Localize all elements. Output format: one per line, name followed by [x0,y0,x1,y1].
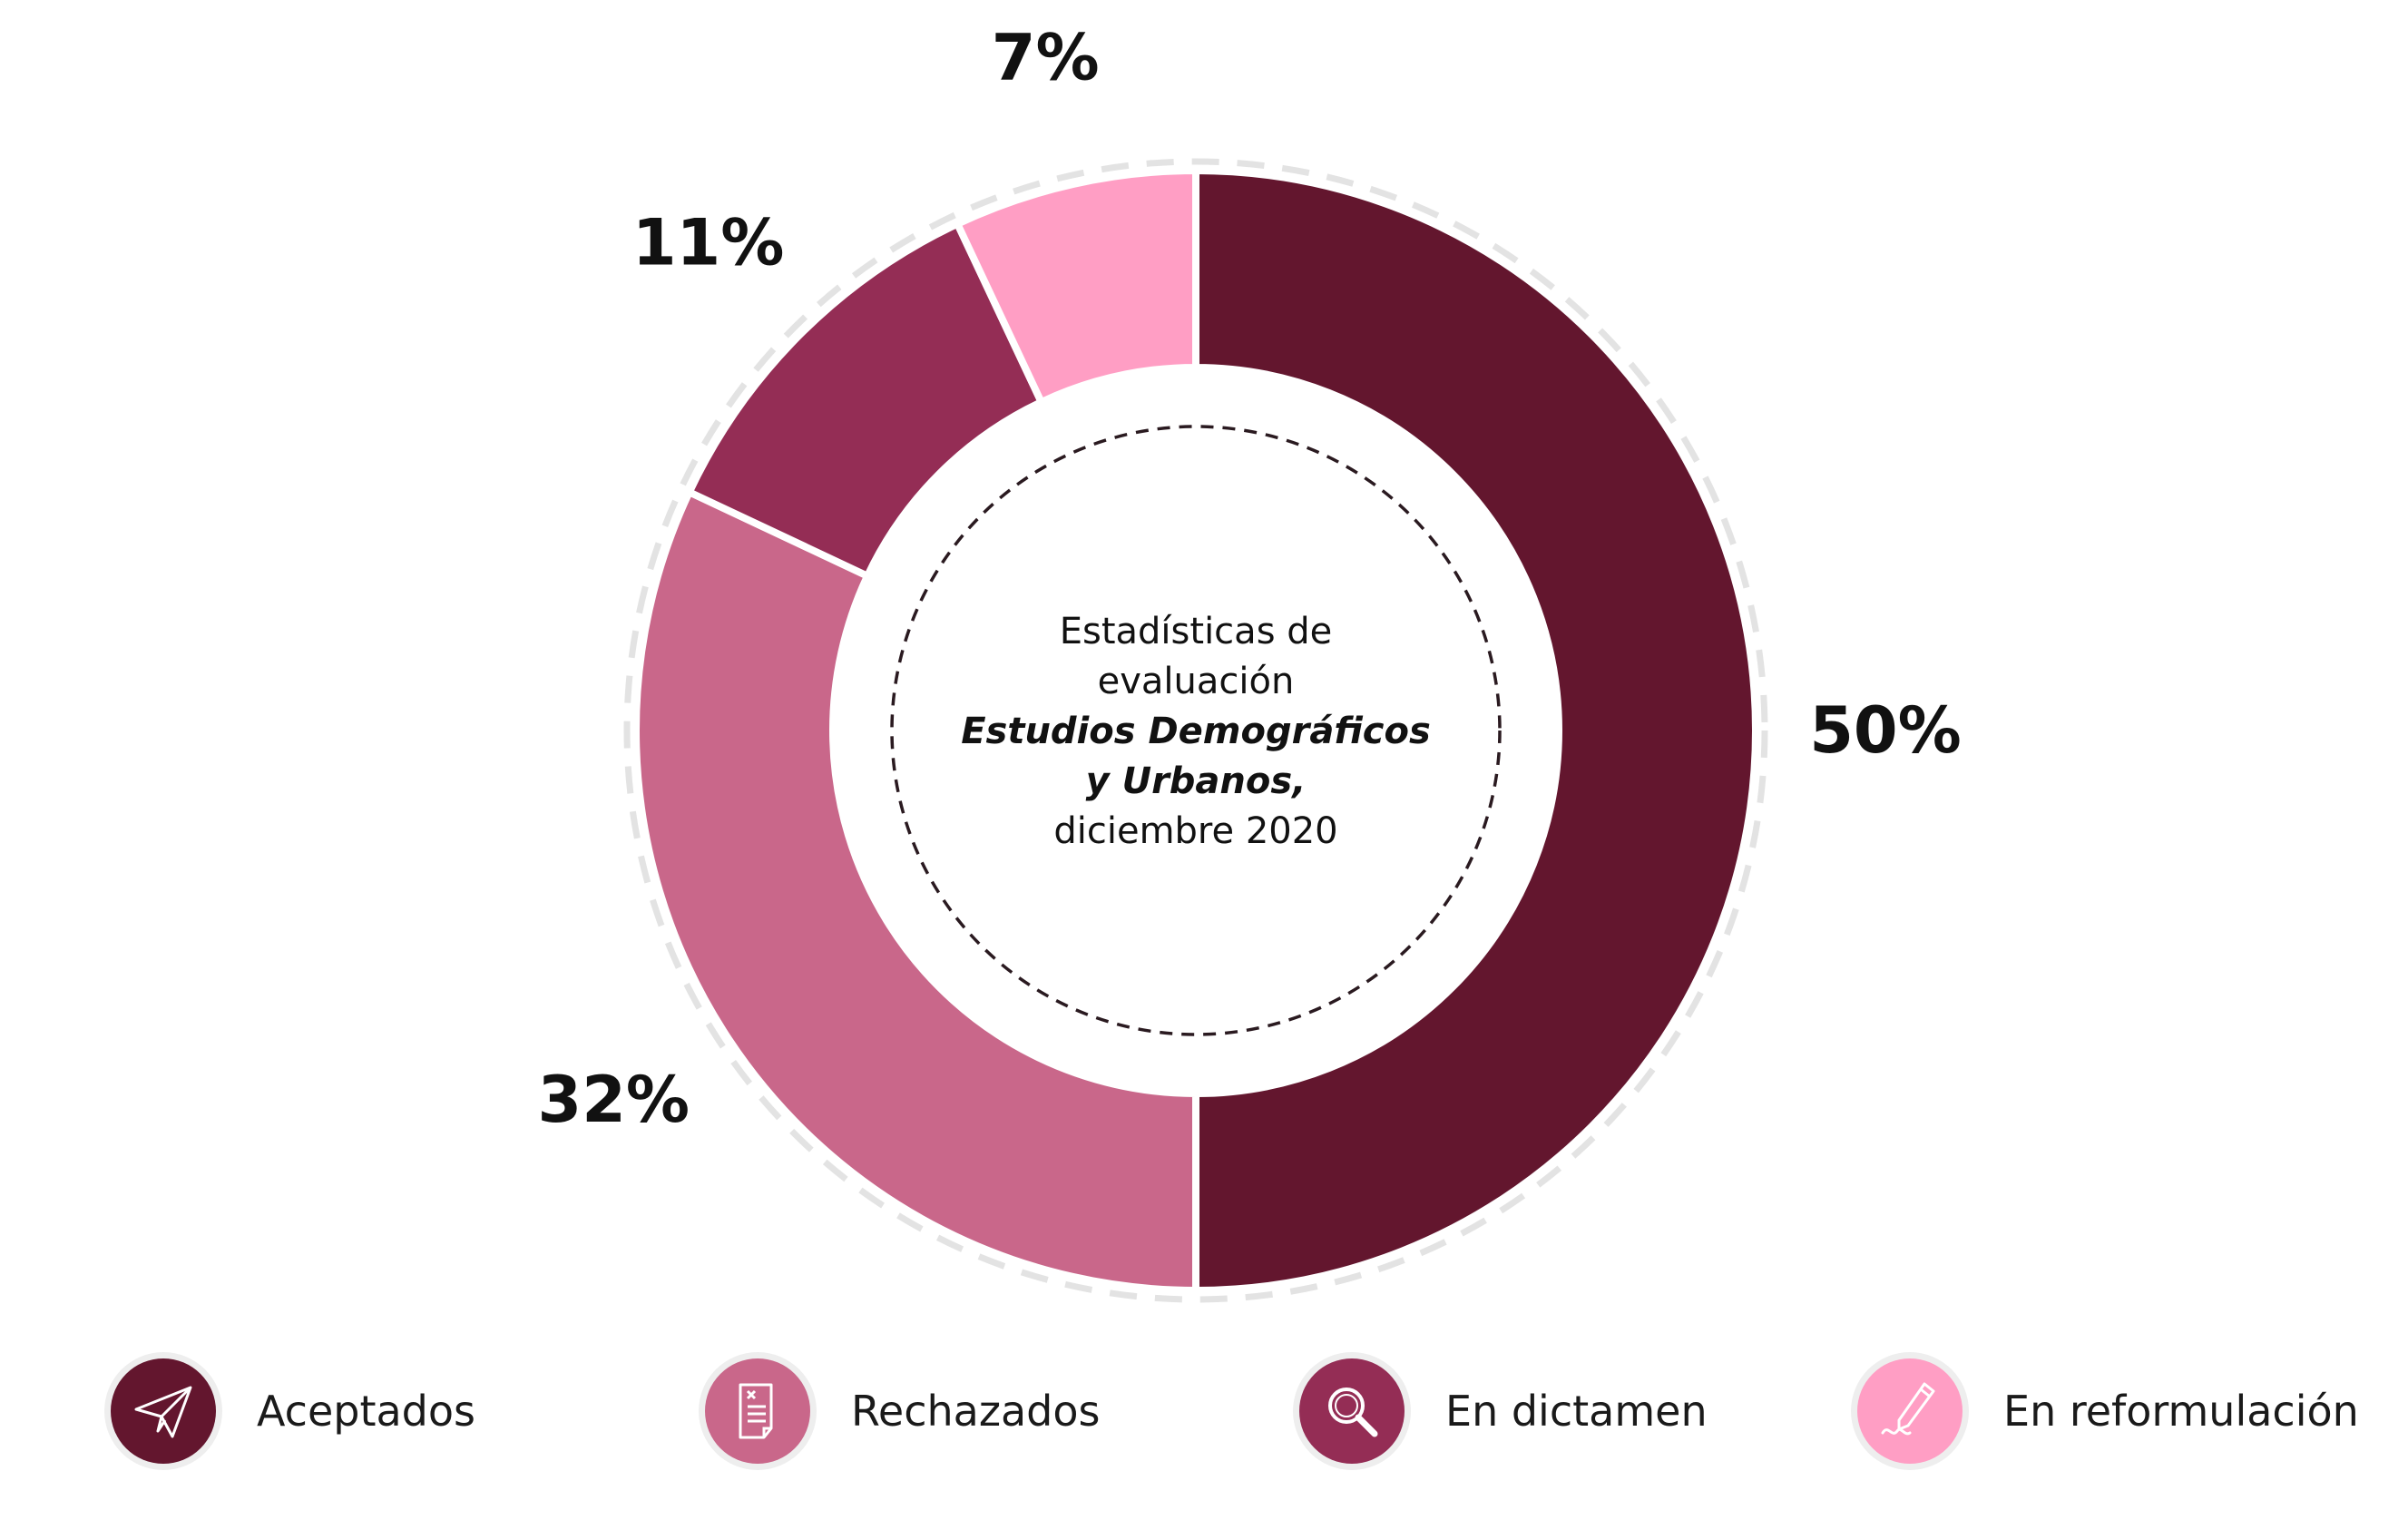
chart-title-line-2: evaluación [1098,661,1295,702]
legend-label: Rechazados [851,1387,1101,1436]
percent-label-4: 7% [992,20,1100,94]
legend-item-en-reformulacion: En reformulación [1851,1352,2359,1470]
percent-label-1: 50% [1809,693,1962,768]
legend-item-rechazados: Rechazados [699,1352,1100,1470]
magnifier-icon [1328,1388,1378,1437]
legend-badge [104,1352,222,1470]
legend-label: En reformulación [2003,1387,2359,1436]
pen-signature-icon [1881,1382,1935,1436]
legend-label: Aceptados [257,1387,475,1436]
chart-title-line-1: Estadísticas de [1060,611,1333,652]
paper-plane-icon [134,1386,192,1438]
donut-slices [632,166,1759,1295]
legend-swatch [111,1358,216,1464]
legend-badge [1293,1352,1411,1470]
legend: Aceptados Rechazados [0,1352,2408,1470]
legend-badge [1851,1352,1969,1470]
inner-dashed-circle [890,425,1502,1036]
donut-slice-2 [632,486,1199,1295]
legend-badge [699,1352,817,1470]
legend-item-en-dictamen: En dictamen [1293,1352,1708,1470]
outer-dashed-ring [623,158,1768,1303]
legend-label: En dictamen [1445,1387,1708,1436]
legend-swatch [1299,1358,1405,1464]
legend-swatch [1857,1358,1963,1464]
chart-title-line-4: y Urbanos, [1086,760,1307,802]
document-x-icon [739,1383,773,1439]
percent-label-2: 32% [538,1063,690,1137]
chart-title-line-3: Estudios Demográficos [961,711,1431,752]
percent-labels: 50% 32% 11% 7% [538,20,1962,1137]
chart-title: Estadísticas de evaluación Estudios Demogr… [961,611,1431,852]
donut-slice-4 [952,166,1199,407]
chart-title-line-5: diciembre 2020 [1053,810,1337,852]
legend-item-aceptados: Aceptados [104,1352,475,1470]
legend-swatch [705,1358,810,1464]
donut-slice-1 [1192,166,1759,1295]
percent-label-3: 11% [632,206,785,280]
